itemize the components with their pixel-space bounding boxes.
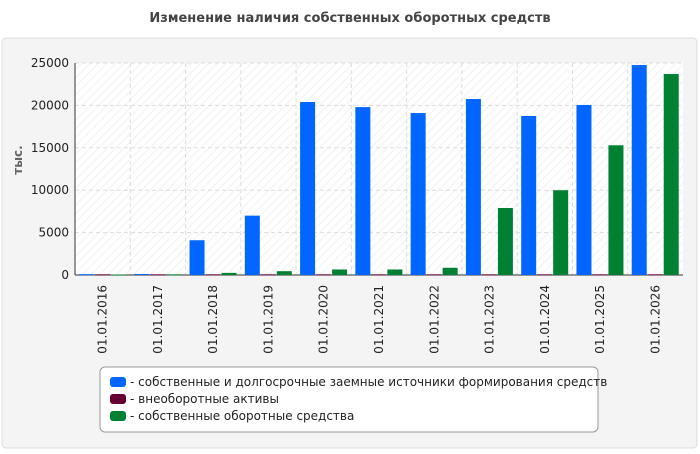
- bar: [442, 267, 458, 275]
- bar: [166, 274, 182, 276]
- legend-swatch: [110, 377, 126, 387]
- legend-label: - внеоборотные активы: [130, 392, 279, 406]
- bar: [276, 271, 292, 275]
- y-tick-label: 5000: [38, 226, 69, 240]
- y-axis-label: тыс.: [11, 145, 25, 174]
- bar: [316, 274, 332, 276]
- x-tick-label: 01.01.2026: [648, 285, 662, 354]
- bar: [663, 74, 679, 275]
- x-tick-label: 01.01.2024: [538, 285, 552, 354]
- x-tick-label: 01.01.2016: [96, 285, 110, 354]
- bar: [576, 104, 592, 275]
- legend-label: - собственные и долгосрочные заемные ист…: [130, 375, 607, 389]
- y-tick-label: 10000: [31, 183, 69, 197]
- bar: [300, 102, 316, 276]
- x-tick-label: 01.01.2025: [593, 285, 607, 354]
- y-tick-label: 15000: [31, 141, 69, 155]
- bar: [465, 99, 481, 275]
- x-tick-label: 01.01.2019: [261, 285, 275, 354]
- bar: [205, 274, 221, 276]
- bar: [647, 274, 663, 276]
- y-tick-label: 20000: [31, 98, 69, 112]
- x-tick-label: 01.01.2018: [206, 285, 220, 354]
- x-tick-label: 01.01.2021: [372, 285, 386, 354]
- bar: [260, 274, 276, 276]
- bar: [481, 274, 497, 276]
- x-tick-label: 01.01.2017: [151, 285, 165, 354]
- legend-swatch: [110, 394, 126, 404]
- legend-swatch: [110, 411, 126, 421]
- bar: [497, 208, 513, 275]
- bar: [189, 240, 205, 275]
- bar: [111, 274, 126, 276]
- bar: [553, 190, 569, 275]
- bar: [387, 269, 403, 275]
- bar: [244, 215, 260, 275]
- chart-title: Изменение наличия собственных оборотных …: [149, 11, 550, 26]
- legend-label: - собственные оборотные средства: [130, 409, 354, 423]
- bar: [150, 274, 166, 276]
- bar: [521, 116, 537, 275]
- bar: [134, 273, 150, 275]
- bar: [608, 145, 624, 275]
- bar: [221, 272, 237, 275]
- bar: [631, 65, 647, 275]
- bar: [79, 274, 94, 276]
- bar: [95, 274, 110, 276]
- x-tick-label: 01.01.2020: [317, 285, 331, 354]
- bar: [537, 274, 553, 276]
- bar: [592, 274, 608, 276]
- y-tick-label: 0: [61, 268, 69, 282]
- x-tick-label: 01.01.2023: [483, 285, 497, 354]
- y-tick-label: 25000: [31, 56, 69, 70]
- bar: [355, 107, 371, 275]
- plot-hatch: [75, 63, 683, 275]
- x-tick-label: 01.01.2022: [427, 285, 441, 354]
- bar: [371, 274, 387, 276]
- bar: [332, 269, 348, 275]
- legend: [99, 366, 599, 433]
- bar: [426, 274, 442, 276]
- bar: [410, 113, 426, 275]
